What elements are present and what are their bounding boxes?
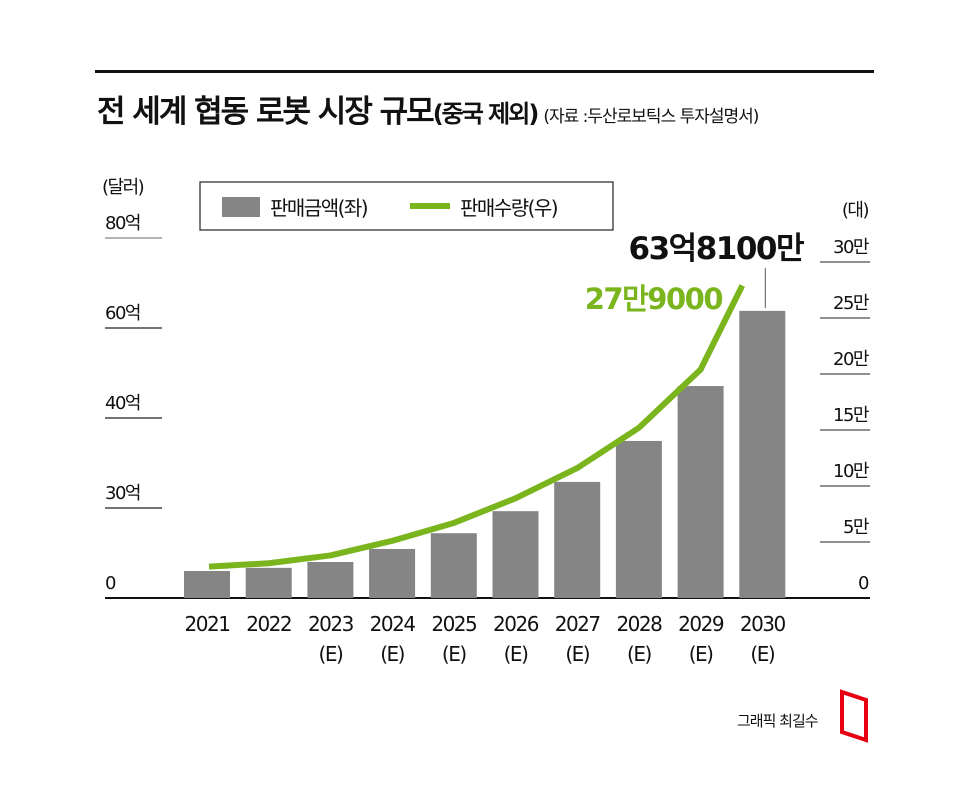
bar-2021 [184,571,230,598]
left-axis-unit: (달러) [102,177,144,198]
x-tick-label: (E) [750,642,774,666]
bar-2028 [615,440,662,598]
right-tick-label: 15만 [833,405,869,426]
bar-2030 [739,310,786,598]
legend-box [199,181,614,231]
bar-2023 [307,562,354,598]
bar-2024 [369,548,416,598]
x-tick-label: 2028 [616,612,662,636]
x-tick-label: 2027 [555,612,601,636]
left-tick-label: 60억 [105,303,140,324]
x-tick-label: (E) [319,642,343,666]
credit: 그래픽 최길수 [737,712,819,730]
bar-2029 [677,386,724,598]
bar-2027 [554,481,601,598]
title-text: 전 세계 협동 로봇 시장 규모 [97,94,435,130]
x-tick-label: 2029 [678,612,724,636]
legend-label-bar: 판매금액(좌) [270,196,368,220]
bar-2025 [430,533,477,598]
bar-2026 [492,511,539,598]
line-series-sales-volume [208,284,745,570]
chart-title: 전 세계 협동 로봇 시장 규모(중국 제외) (자료 :두산로보틱스 투자설명서… [97,86,759,131]
x-tick-label: 2022 [246,612,291,636]
right-tick-label: 20만 [833,349,869,370]
x-tick-label: (E) [627,642,651,666]
line-last-label: 27만9000 [585,282,723,316]
legend-swatch-bar [222,197,260,217]
bar-last-label: 63억8100만 [629,231,804,267]
x-tick-label: 2026 [493,612,539,636]
x-tick-label: (E) [380,642,404,666]
title-subtitle: (중국 제외) [432,100,540,128]
x-tick-label: (E) [689,642,713,666]
right-tick-label: 25만 [833,293,869,314]
right-tick-label: 10만 [833,461,869,482]
source-note: (자료 :두산로보틱스 투자설명서) [543,107,759,127]
x-tick-label: 2023 [308,612,354,636]
right-tick-label: 5만 [843,517,869,538]
x-tick-label: (E) [504,642,528,666]
left-tick-label: 0 [105,573,116,594]
x-tick-label: 2025 [431,612,476,636]
bar-2022 [245,567,292,598]
x-tick-label: 2021 [185,612,230,636]
left-tick-label: 30억 [105,483,140,504]
legend-label-line: 판매수량(우) [460,196,558,220]
top-rule [95,70,874,73]
right-axis-unit: (대) [842,200,869,221]
x-tick-label: 2030 [740,612,786,636]
right-tick-label: 30만 [833,237,869,258]
legend-swatch-line [410,203,450,209]
left-tick-label: 80억 [105,213,140,234]
x-tick-label: (E) [565,642,589,666]
right-tick-label: 0 [858,573,869,594]
x-tick-label: (E) [442,642,466,666]
left-tick-label: 40억 [105,393,140,414]
x-tick-label: 2024 [370,612,416,636]
